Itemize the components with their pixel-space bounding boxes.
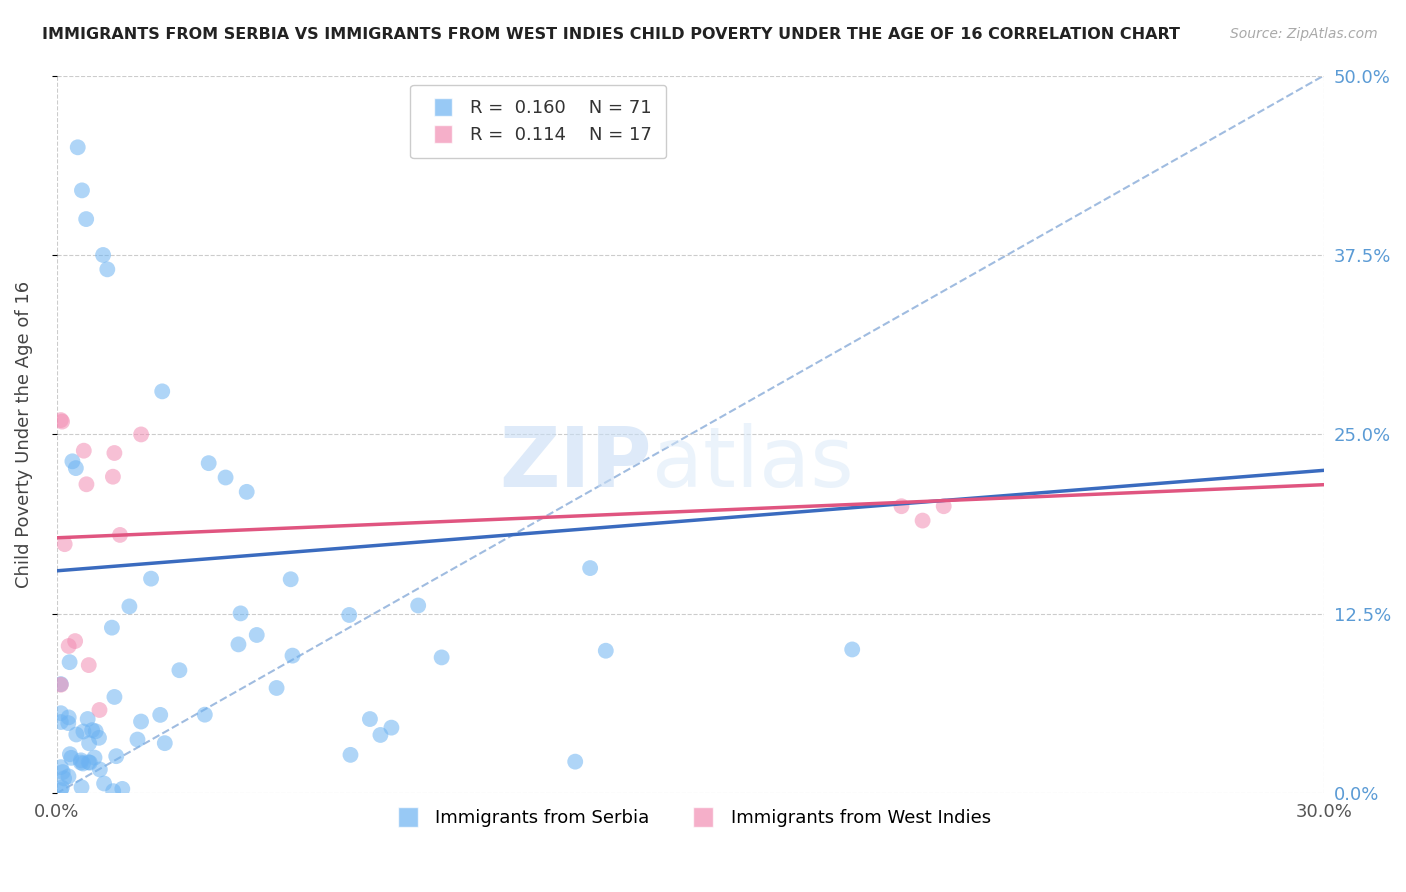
Text: IMMIGRANTS FROM SERBIA VS IMMIGRANTS FROM WEST INDIES CHILD POVERTY UNDER THE AG: IMMIGRANTS FROM SERBIA VS IMMIGRANTS FRO… xyxy=(42,27,1180,42)
Point xyxy=(51,415,73,429)
Point xyxy=(58,716,80,731)
Point xyxy=(49,760,72,774)
Point xyxy=(53,537,76,551)
Point xyxy=(65,461,87,475)
Point xyxy=(51,780,73,795)
Point xyxy=(70,753,93,767)
Point xyxy=(108,528,131,542)
Point xyxy=(49,678,72,692)
Point xyxy=(96,262,118,277)
Point xyxy=(49,413,72,427)
Point xyxy=(150,384,173,399)
Point xyxy=(59,747,82,761)
Point xyxy=(77,736,100,750)
Point xyxy=(72,756,94,771)
Point xyxy=(169,663,191,677)
Point xyxy=(235,484,257,499)
Point xyxy=(890,500,912,514)
Point xyxy=(101,621,124,635)
Point xyxy=(579,561,602,575)
Point xyxy=(370,728,392,742)
Point xyxy=(49,706,72,721)
Point xyxy=(72,724,94,739)
Point xyxy=(58,769,80,783)
Point xyxy=(70,756,93,770)
Point xyxy=(53,772,76,786)
Point xyxy=(58,710,80,724)
Point xyxy=(229,607,252,621)
Point xyxy=(129,427,152,442)
Point xyxy=(564,755,586,769)
Point xyxy=(228,637,250,651)
Point xyxy=(103,784,125,798)
Point xyxy=(84,724,107,739)
Point xyxy=(91,248,114,262)
Point xyxy=(406,599,429,613)
Point xyxy=(129,714,152,729)
Point xyxy=(281,648,304,663)
Point xyxy=(75,477,97,491)
Point xyxy=(75,212,97,227)
Point xyxy=(49,714,72,729)
Point xyxy=(83,750,105,764)
Point xyxy=(266,681,288,695)
Point xyxy=(103,690,125,704)
Point xyxy=(59,655,82,669)
Legend: Immigrants from Serbia, Immigrants from West Indies: Immigrants from Serbia, Immigrants from … xyxy=(382,802,998,835)
Point xyxy=(89,703,111,717)
Point xyxy=(101,469,124,483)
Point xyxy=(77,756,100,770)
Point xyxy=(49,783,72,797)
Point xyxy=(194,707,217,722)
Point xyxy=(337,607,360,622)
Point xyxy=(52,765,75,780)
Point xyxy=(60,454,83,468)
Point xyxy=(127,732,149,747)
Point xyxy=(149,707,172,722)
Point xyxy=(58,639,80,653)
Point xyxy=(197,456,219,470)
Point xyxy=(111,781,134,796)
Point xyxy=(105,749,128,764)
Point xyxy=(359,712,381,726)
Point xyxy=(89,763,111,777)
Point xyxy=(595,644,617,658)
Point xyxy=(280,572,302,586)
Text: ZIP: ZIP xyxy=(499,423,652,504)
Point xyxy=(77,658,100,673)
Point xyxy=(63,634,86,648)
Point xyxy=(103,446,125,460)
Point xyxy=(841,642,863,657)
Y-axis label: Child Poverty Under the Age of 16: Child Poverty Under the Age of 16 xyxy=(15,281,32,588)
Point xyxy=(339,747,361,762)
Point xyxy=(60,751,83,765)
Point xyxy=(139,572,162,586)
Point xyxy=(246,628,269,642)
Point xyxy=(79,756,101,770)
Point xyxy=(70,780,93,795)
Point xyxy=(76,712,98,726)
Point xyxy=(73,443,96,458)
Point xyxy=(932,500,955,514)
Point xyxy=(118,599,141,614)
Point xyxy=(65,727,87,741)
Point xyxy=(93,776,115,790)
Point xyxy=(911,514,934,528)
Point xyxy=(214,470,236,484)
Point xyxy=(70,183,93,197)
Point xyxy=(82,723,104,738)
Point xyxy=(380,721,402,735)
Point xyxy=(153,736,176,750)
Text: Source: ZipAtlas.com: Source: ZipAtlas.com xyxy=(1230,27,1378,41)
Text: atlas: atlas xyxy=(652,423,853,504)
Point xyxy=(49,677,72,691)
Point xyxy=(87,731,110,745)
Point xyxy=(66,140,89,154)
Point xyxy=(430,650,453,665)
